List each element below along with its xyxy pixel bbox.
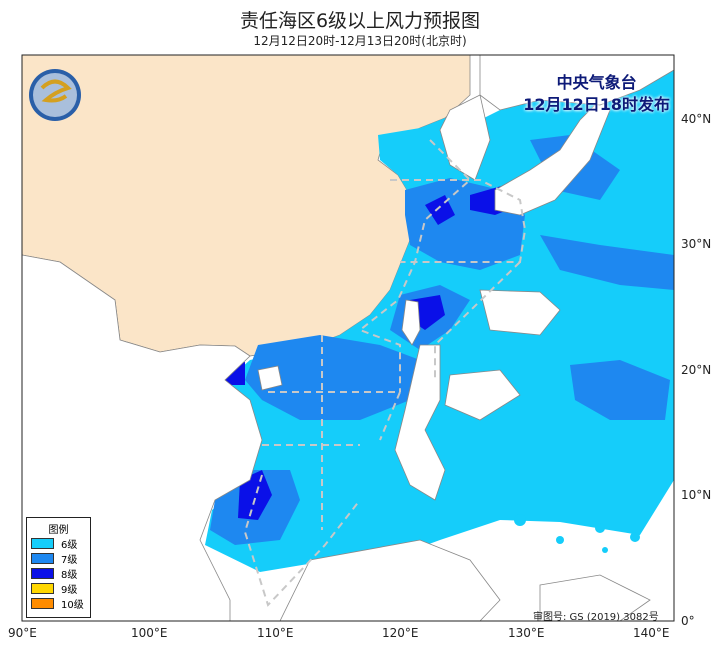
- legend-item: 7级: [31, 551, 90, 566]
- lon-label: 90°E: [8, 626, 37, 640]
- legend-item: 9级: [31, 581, 90, 596]
- map-title: 责任海区6级以上风力预报图: [239, 10, 481, 32]
- lon-label: 140°E: [633, 626, 670, 640]
- lon-label: 130°E: [508, 626, 545, 640]
- lon-label: 120°E: [382, 626, 419, 640]
- lat-label: 20°N: [681, 363, 712, 377]
- map-subtitle: 12月12日20时-12月13日20时(北京时): [253, 34, 467, 48]
- lat-label: 0°: [681, 614, 695, 628]
- legend-item: 10级: [31, 596, 90, 611]
- legend-item: 8级: [31, 566, 90, 581]
- lon-label: 100°E: [131, 626, 168, 640]
- review-number: 审图号: GS (2019) 3082号: [533, 612, 659, 623]
- responsibility-zone-lines: [243, 139, 527, 607]
- lon-label: 110°E: [257, 626, 294, 640]
- lat-label: 30°N: [681, 237, 712, 251]
- issue-time: 12月12日18时发布: [523, 95, 670, 114]
- issuer-stamp: 中央气象台 12月12日18时发布: [523, 72, 670, 116]
- cma-logo: [29, 69, 81, 121]
- legend: 图例 6级 7级 8级 9级 10级: [26, 517, 91, 618]
- lat-label: 10°N: [681, 488, 712, 502]
- lat-label: 40°N: [681, 112, 712, 126]
- legend-item: 6级: [31, 536, 90, 551]
- issuer-name: 中央气象台: [556, 73, 637, 92]
- legend-title: 图例: [48, 525, 69, 536]
